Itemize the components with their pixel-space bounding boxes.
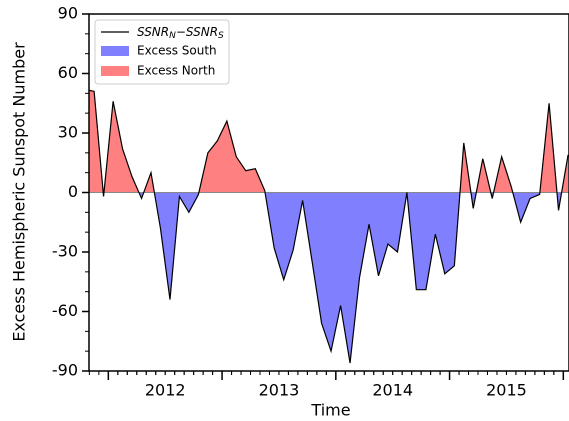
legend-label: SSNRN−SSNRS xyxy=(137,25,224,41)
y-tick-label: -90 xyxy=(52,361,78,380)
y-axis-label: Excess Hemispheric Sunspot Number xyxy=(10,42,29,342)
x-axis-label: Time xyxy=(310,401,350,420)
legend-swatch xyxy=(101,66,129,76)
area-fill xyxy=(89,192,569,364)
y-tick-label: 60 xyxy=(58,63,78,82)
legend-label: Excess South xyxy=(137,44,217,58)
plot-area xyxy=(89,89,569,364)
x-tick-label: 2012 xyxy=(145,381,186,400)
x-tick-label: 2015 xyxy=(486,381,527,400)
y-tick-label: 0 xyxy=(68,182,78,201)
y-tick-label: 30 xyxy=(58,123,78,142)
legend-label: Excess North xyxy=(137,64,215,78)
x-tick-label: 2013 xyxy=(259,381,300,400)
legend-swatch xyxy=(101,46,129,56)
data-line xyxy=(89,89,569,364)
area-fill xyxy=(89,90,569,193)
y-tick-label: -30 xyxy=(52,242,78,261)
y-tick-label: -60 xyxy=(52,301,78,320)
x-tick-label: 2014 xyxy=(372,381,413,400)
y-tick-label: 90 xyxy=(58,4,78,23)
